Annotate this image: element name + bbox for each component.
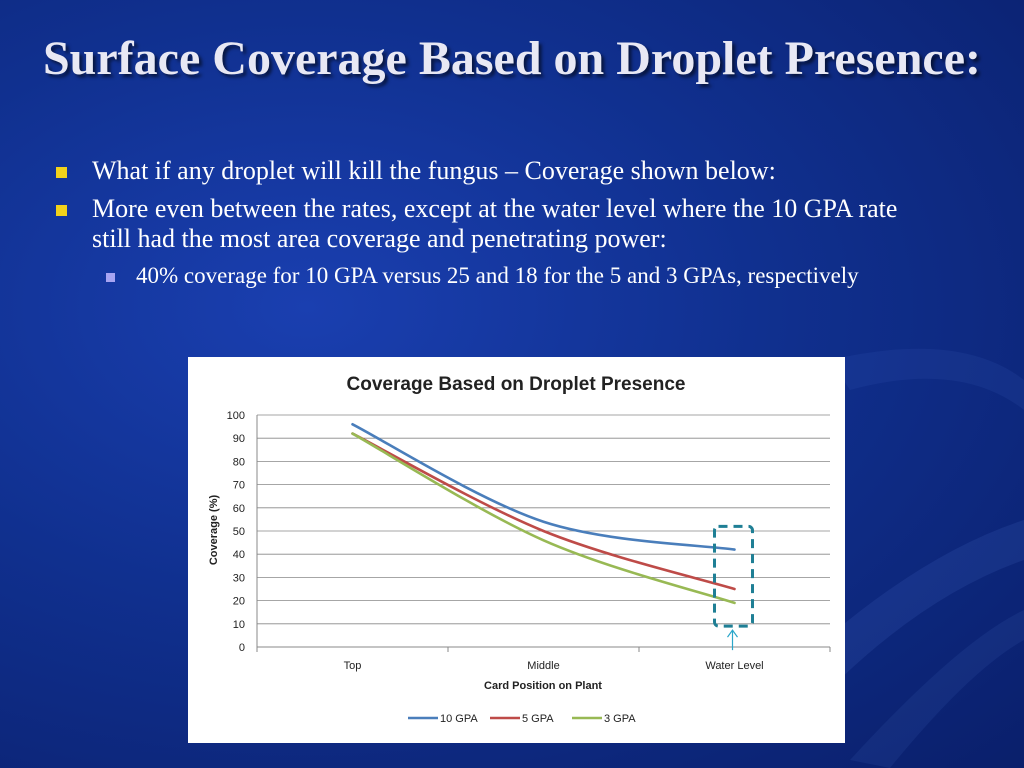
annotation-dashed-box xyxy=(713,524,754,628)
y-tick-label: 20 xyxy=(233,596,245,608)
line-chart: Coverage Based on Droplet Presence Cover… xyxy=(208,374,831,725)
y-tick-label: 100 xyxy=(227,410,245,422)
annotation-arrow-head xyxy=(727,629,738,638)
x-axis-label: Card Position on Plant xyxy=(484,680,602,692)
sub-bullet-text: 40% coverage for 10 GPA versus 25 and 18… xyxy=(136,263,859,288)
y-tick-label: 80 xyxy=(233,456,245,468)
y-tick-label: 90 xyxy=(233,433,245,445)
bullet-text: More even between the rates, except at t… xyxy=(92,194,898,253)
chart-title: Coverage Based on Droplet Presence xyxy=(347,374,686,395)
bullet-list: What if any droplet will kill the fungus… xyxy=(56,156,936,290)
square-bullet-icon xyxy=(56,167,67,178)
bullet-text: What if any droplet will kill the fungus… xyxy=(92,156,776,185)
series-line-3-gpa xyxy=(351,432,736,605)
chart-container: Coverage Based on Droplet Presence Cover… xyxy=(188,357,845,743)
legend-label: 5 GPA xyxy=(522,713,554,725)
square-bullet-icon xyxy=(106,273,115,282)
y-tick-label: 50 xyxy=(233,526,245,538)
bullet-item: More even between the rates, except at t… xyxy=(56,194,936,254)
y-tick-label: 60 xyxy=(233,503,245,515)
x-tick-label: Top xyxy=(344,660,362,672)
slide-title: Surface Coverage Based on Droplet Presen… xyxy=(42,32,981,85)
y-tick-label: 0 xyxy=(239,642,245,654)
bullet-item: What if any droplet will kill the fungus… xyxy=(56,156,936,186)
legend-label: 10 GPA xyxy=(440,713,478,725)
sub-bullet-item: 40% coverage for 10 GPA versus 25 and 18… xyxy=(100,262,936,290)
y-tick-label: 70 xyxy=(233,480,245,492)
y-tick-label: 10 xyxy=(233,619,245,631)
series-line-10-gpa xyxy=(351,422,736,551)
x-tick-label: Middle xyxy=(527,660,559,672)
y-tick-label: 30 xyxy=(233,572,245,584)
y-tick-label: 40 xyxy=(233,549,245,561)
y-axis-label: Coverage (%) xyxy=(208,495,220,566)
legend-label: 3 GPA xyxy=(604,713,636,725)
square-bullet-icon xyxy=(56,205,67,216)
x-tick-label: Water Level xyxy=(705,660,763,672)
series-line-5-gpa xyxy=(351,432,736,591)
